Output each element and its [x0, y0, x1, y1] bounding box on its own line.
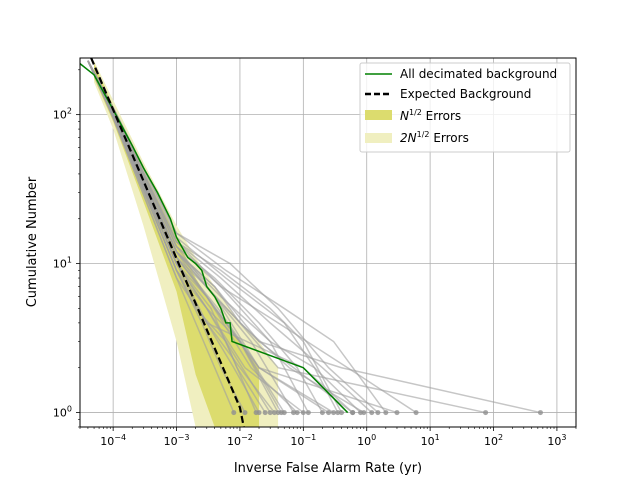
background-realization-endpoint	[262, 410, 268, 416]
background-realization-endpoint	[331, 410, 337, 416]
background-realization-endpoint	[242, 410, 248, 416]
legend: All decimated background Expected Backgr…	[359, 62, 571, 153]
legend-label-expected: Expected Background	[400, 87, 531, 101]
background-realization-endpoint	[319, 410, 325, 416]
background-realizations	[87, 60, 543, 416]
x-tick-label: 101	[421, 433, 440, 448]
y-tick-label: 102	[53, 107, 72, 122]
background-realization-endpoint	[350, 410, 356, 416]
legend-label-2sigma: 2N1/2 Errors	[400, 130, 469, 145]
x-tick-label: 102	[484, 433, 503, 448]
x-tick-label: 10−3	[164, 433, 190, 448]
x-tick-label: 10−2	[227, 433, 253, 448]
x-tick-label: 10−4	[100, 433, 126, 448]
background-realization-endpoint	[253, 410, 259, 416]
legend-swatch-1sigma	[365, 110, 392, 120]
background-realization-endpoint	[375, 410, 381, 416]
all-decimated-background-line	[80, 63, 349, 414]
legend-label-1sigma: N1/2 Errors	[400, 108, 461, 123]
x-axis-label: Inverse False Alarm Rate (yr)	[234, 461, 422, 476]
background-realization-endpoint	[413, 410, 419, 416]
expected-background-series	[90, 58, 245, 427]
background-realization-endpoint	[267, 410, 273, 416]
x-axis-ticks: 10−4 10−3 10−2 10−1 100 101 102 103	[79, 427, 577, 448]
all-decimated-background-series	[80, 63, 349, 414]
background-realization-endpoint	[483, 410, 489, 416]
background-realization-endpoint	[291, 410, 297, 416]
background-realization-endpoint	[383, 410, 389, 416]
background-realization-endpoint	[369, 410, 375, 416]
legend-box	[359, 62, 571, 153]
y-axis-ticks: 100 101 102	[53, 69, 80, 428]
background-realization-endpoint	[294, 410, 300, 416]
background-realization-endpoint	[361, 410, 367, 416]
x-tick-label: 103	[547, 433, 566, 448]
background-realization-endpoint	[339, 410, 345, 416]
plot-frame	[79, 57, 577, 428]
background-realization-endpoint	[335, 410, 341, 416]
background-realization-endpoint	[278, 410, 284, 416]
y-tick-label: 100	[53, 405, 72, 420]
background-realization-endpoint	[394, 410, 400, 416]
background-realization-endpoint	[231, 410, 237, 416]
background-realization-line	[87, 60, 235, 413]
background-realization-endpoint	[300, 410, 306, 416]
background-realization-endpoint	[305, 410, 311, 416]
x-tick-label: 100	[357, 433, 376, 448]
y-tick-label: 101	[53, 256, 72, 271]
background-realization-endpoint	[326, 410, 332, 416]
legend-label-all-decimated: All decimated background	[400, 67, 557, 81]
expected-background-line	[90, 58, 245, 427]
y-axis-label: Cumulative Number	[25, 176, 40, 307]
background-realization-endpoint	[537, 410, 543, 416]
background-realization-endpoint	[271, 410, 277, 416]
x-tick-label: 10−1	[290, 433, 316, 448]
legend-swatch-2sigma	[365, 133, 392, 143]
